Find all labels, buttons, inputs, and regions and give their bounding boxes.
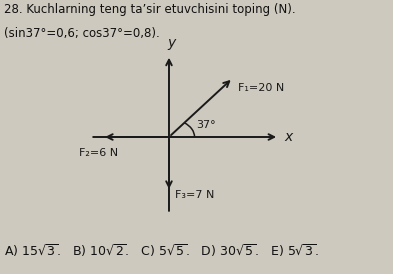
Text: F₁=20 N: F₁=20 N <box>237 83 284 93</box>
Text: 28. Kuchlarning teng ta’sir etuvchisini toping (N).: 28. Kuchlarning teng ta’sir etuvchisini … <box>4 3 296 16</box>
Text: $x$: $x$ <box>284 130 294 144</box>
Text: (sin37°=0,6; cos37°=0,8).: (sin37°=0,6; cos37°=0,8). <box>4 27 160 40</box>
Text: F₃=7 N: F₃=7 N <box>175 190 214 200</box>
Text: 37°: 37° <box>196 120 216 130</box>
Text: $y$: $y$ <box>167 37 178 52</box>
Text: F₂=6 N: F₂=6 N <box>79 148 118 158</box>
Text: A) $15\sqrt{3}$.   B) $10\sqrt{2}$.   C) $5\sqrt{5}$.   D) $30\sqrt{5}$.   E) $5: A) $15\sqrt{3}$. B) $10\sqrt{2}$. C) $5\… <box>4 242 319 259</box>
